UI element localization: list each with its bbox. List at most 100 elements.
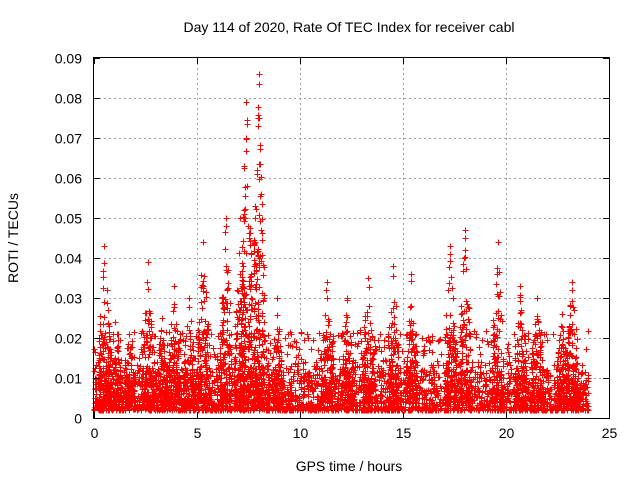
data-point [145,354,152,361]
data-point [240,278,247,285]
data-point [321,362,328,369]
data-point [201,273,208,280]
data-point [101,314,108,321]
data-point [240,263,247,270]
data-point [408,303,415,310]
data-point [426,397,433,404]
data-point [397,331,404,338]
data-point [573,345,580,352]
data-point [395,354,402,361]
data-point [482,362,489,369]
data-point [145,286,152,293]
data-point [259,327,266,334]
data-point [365,330,372,337]
data-point [282,335,289,342]
data-point [260,298,267,305]
data-point [254,276,261,283]
data-point [343,319,350,326]
data-point [246,323,253,330]
data-point [275,331,282,338]
data-point [259,313,266,320]
data-point [181,351,188,358]
data-point [100,274,107,281]
data-point [585,328,592,335]
data-point [257,161,264,168]
data-point [484,338,491,345]
data-point [255,112,262,119]
data-point [347,333,354,340]
data-point [217,350,224,357]
data-point [252,215,259,222]
data-point [322,312,329,319]
data-point [381,337,388,344]
data-point [295,360,302,367]
data-point [243,136,250,143]
data-point [259,230,266,237]
data-point [274,295,281,302]
data-point [159,315,166,322]
data-point [200,239,207,246]
data-point [243,148,250,155]
data-point [166,349,173,356]
data-point [551,377,558,384]
data-point [242,193,249,200]
data-point [170,308,177,315]
data-point [361,324,368,331]
data-point [477,351,484,358]
data-point [188,318,195,325]
data-point [158,328,165,335]
data-point [252,203,259,210]
data-point [134,362,141,369]
data-point [144,279,151,286]
data-point [271,336,278,343]
data-point [129,338,136,345]
data-point [583,346,590,353]
data-point [438,351,445,358]
data-point [199,305,206,312]
data-point [426,338,433,345]
data-point [391,314,398,321]
data-point [248,295,255,302]
data-point [476,388,483,395]
data-point [112,319,119,326]
data-point [574,336,581,343]
data-point [253,206,260,213]
data-point [200,278,207,285]
data-point [223,215,230,222]
data-point [97,313,104,320]
data-point [244,117,251,124]
data-point [247,230,254,237]
data-point [186,304,193,311]
chart-title: Day 114 of 2020, Rate Of TEC Index for r… [184,19,515,35]
data-point [258,227,265,234]
data-point [324,279,331,286]
data-point [315,347,322,354]
data-point [257,142,264,149]
data-point [304,331,311,338]
data-point [240,238,247,245]
data-point [256,81,263,88]
data-point [390,263,397,270]
data-point [128,344,135,351]
data-point [97,321,104,328]
data-point [259,237,266,244]
data-point [221,351,228,358]
data-point [395,348,402,355]
data-point [253,281,260,288]
data-point [93,391,100,398]
data-point [476,344,483,351]
data-point [436,337,443,344]
data-point [241,211,248,218]
data-point [370,369,377,376]
data-point [225,280,232,287]
data-point [368,327,375,334]
data-point [114,344,121,351]
data-point [366,303,373,310]
data-point [224,318,231,325]
data-point [585,390,592,397]
data-point [255,104,262,111]
data-point [504,345,511,352]
data-point [308,346,315,353]
data-point [256,71,263,78]
